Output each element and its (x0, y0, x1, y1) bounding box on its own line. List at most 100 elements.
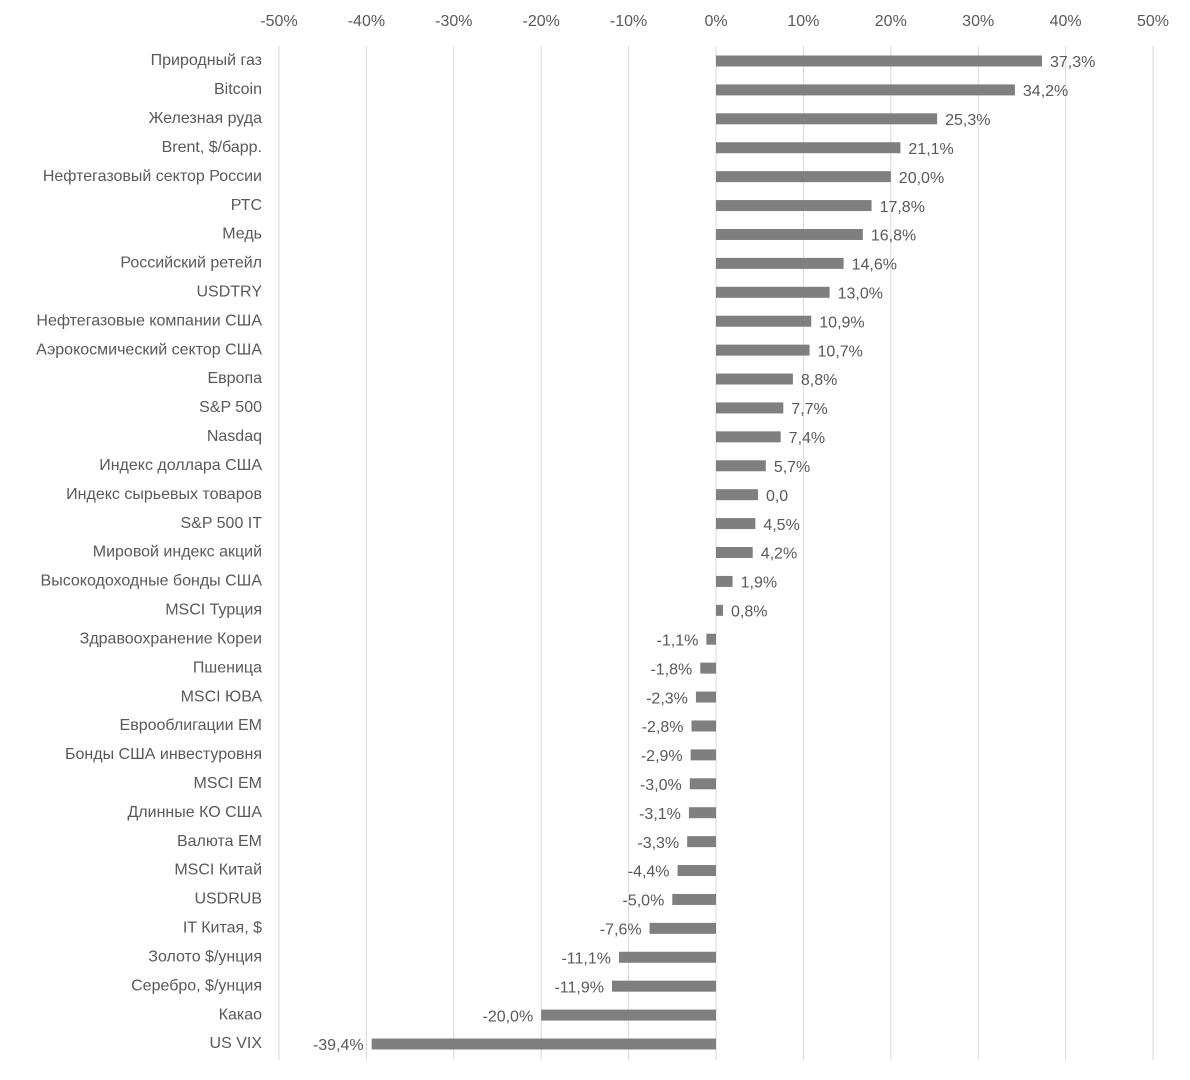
bar (691, 720, 716, 732)
x-tick-label: 30% (962, 13, 994, 30)
value-label: 25,3% (945, 112, 990, 129)
value-label: -2,9% (641, 748, 683, 765)
bar (700, 662, 716, 674)
category-label: MSCI EM (194, 775, 262, 792)
value-label: -5,0% (623, 893, 665, 910)
category-label: Золото $/унция (148, 948, 262, 965)
bar (716, 315, 812, 327)
value-label: -1,8% (650, 661, 692, 678)
value-label: 8,8% (801, 372, 837, 389)
value-label: -39,4% (313, 1037, 364, 1054)
category-label: Аэрокосмический сектор США (36, 341, 262, 358)
value-label: 0,8% (731, 604, 767, 621)
category-label: Пшеница (193, 659, 262, 676)
bar (687, 836, 716, 848)
x-tick-label: -30% (435, 13, 472, 30)
value-label: 10,7% (818, 343, 863, 360)
category-label: Какао (219, 1006, 262, 1023)
value-label: 10,9% (819, 314, 864, 331)
bar (706, 633, 716, 645)
category-label: MSCI Китай (174, 862, 262, 879)
category-label: Медь (222, 226, 262, 243)
category-label: Длинные КО США (127, 804, 262, 821)
value-label: 5,7% (774, 459, 810, 476)
x-tick-label: -20% (523, 13, 560, 30)
x-tick-label: 20% (875, 13, 907, 30)
bar (716, 200, 872, 212)
bar (716, 228, 863, 240)
value-label: 20,0% (899, 170, 944, 187)
value-label: 13,0% (838, 286, 883, 303)
value-label: 4,5% (763, 517, 799, 534)
value-label: -4,4% (628, 864, 670, 881)
category-label: Нефтегазовые компании США (36, 312, 262, 329)
category-label: Природный газ (151, 52, 262, 69)
bar (716, 55, 1043, 67)
category-label: Российский ретейл (120, 255, 262, 272)
value-label: -11,1% (561, 950, 611, 967)
bar (716, 373, 793, 385)
value-label: 7,7% (791, 401, 827, 418)
x-tick-label: 0% (704, 13, 727, 30)
bar (672, 893, 716, 905)
category-label: USDRUB (194, 891, 262, 908)
bar (716, 402, 784, 414)
value-label: 7,4% (789, 430, 825, 447)
bar (716, 460, 766, 472)
category-label: S&P 500 IT (180, 515, 262, 532)
category-label: USDTRY (197, 284, 263, 301)
category-label: Здравоохранение Кореи (80, 630, 262, 647)
category-label: S&P 500 (199, 399, 262, 416)
category-label: Еврооблигации ЕМ (120, 717, 262, 734)
value-label: -3,1% (639, 806, 681, 823)
bar (618, 951, 716, 963)
value-label: -1,1% (657, 632, 699, 649)
category-label: MSCI ЮВА (181, 688, 263, 705)
value-label: 16,8% (871, 228, 916, 245)
bar (695, 691, 716, 703)
value-label: -3,3% (637, 835, 679, 852)
x-tick-label: -50% (260, 13, 297, 30)
value-label: -2,8% (642, 719, 684, 736)
x-tick-label: 40% (1050, 13, 1082, 30)
bar (716, 286, 830, 298)
category-label: Мировой индекс акций (93, 544, 262, 561)
bar (716, 518, 756, 530)
category-label: Bitcoin (214, 81, 262, 98)
category-label: Европа (207, 370, 262, 387)
value-label: -20,0% (482, 1008, 533, 1025)
bar (716, 575, 733, 587)
category-label: Индекс доллара США (99, 457, 262, 474)
bar (716, 257, 844, 269)
bar (716, 142, 901, 154)
bar (689, 778, 716, 790)
category-label: US VIX (210, 1035, 263, 1052)
bar (716, 344, 810, 356)
value-label: -2,3% (646, 690, 688, 707)
value-label: 17,8% (880, 199, 925, 216)
value-label: 0,0 (766, 488, 788, 505)
x-tick-label: -40% (348, 13, 385, 30)
category-label: Валюта ЕМ (177, 833, 262, 850)
bar (649, 922, 716, 934)
category-label: Железная руда (149, 110, 263, 127)
category-label: Индекс сырьевых товаров (66, 486, 262, 503)
value-label: 14,6% (852, 257, 897, 274)
value-label: -7,6% (600, 922, 642, 939)
value-label: -11,9% (554, 979, 604, 996)
category-label: Высокодоходные бонды США (41, 573, 263, 590)
bar (677, 865, 716, 877)
bar (716, 547, 753, 558)
x-tick-label: -10% (610, 13, 647, 30)
bar (716, 489, 758, 501)
bar (690, 749, 716, 761)
value-label: 4,2% (761, 546, 797, 563)
bar (716, 113, 938, 125)
bar (716, 604, 723, 616)
bar (611, 980, 716, 992)
bar (716, 431, 781, 443)
category-label: Бонды США инвестуровня (65, 746, 262, 763)
x-tick-label: 10% (787, 13, 819, 30)
bar (371, 1038, 716, 1050)
x-tick-label: 50% (1137, 13, 1169, 30)
